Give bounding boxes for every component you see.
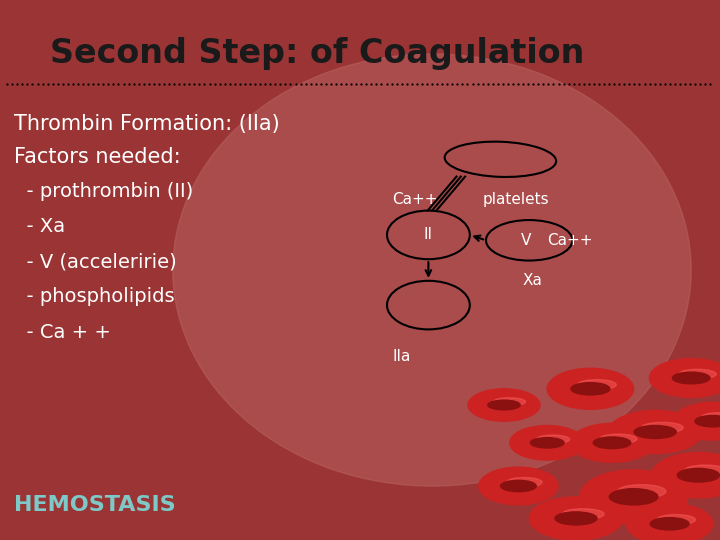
Ellipse shape: [657, 515, 696, 525]
Text: - Xa: - Xa: [14, 217, 66, 237]
Text: - phospholipids: - phospholipids: [14, 287, 175, 307]
Ellipse shape: [634, 426, 676, 438]
Text: platelets: platelets: [482, 192, 549, 207]
Text: V: V: [521, 233, 531, 248]
Text: Ca++: Ca++: [392, 192, 438, 207]
Text: Ca++: Ca++: [547, 233, 593, 248]
Ellipse shape: [529, 497, 623, 540]
Ellipse shape: [577, 380, 616, 390]
Ellipse shape: [555, 512, 597, 525]
Ellipse shape: [547, 368, 634, 409]
Ellipse shape: [570, 423, 654, 462]
Ellipse shape: [580, 470, 688, 524]
Ellipse shape: [672, 372, 710, 384]
Ellipse shape: [679, 369, 716, 379]
Ellipse shape: [701, 413, 720, 422]
Ellipse shape: [531, 437, 564, 448]
Text: Xa: Xa: [523, 273, 543, 288]
Ellipse shape: [652, 453, 720, 498]
Ellipse shape: [650, 518, 689, 530]
Text: - prothrombin (II): - prothrombin (II): [14, 182, 194, 201]
Text: - V (acceleririe): - V (acceleririe): [14, 252, 177, 272]
Ellipse shape: [684, 465, 720, 476]
Ellipse shape: [510, 426, 585, 460]
Ellipse shape: [626, 503, 713, 540]
Ellipse shape: [678, 468, 719, 482]
Text: II: II: [423, 227, 432, 242]
Ellipse shape: [673, 402, 720, 440]
Ellipse shape: [593, 437, 631, 449]
Text: HEMOSTASIS: HEMOSTASIS: [14, 495, 176, 515]
Ellipse shape: [642, 422, 683, 433]
Text: - Ca + +: - Ca + +: [14, 322, 112, 342]
Ellipse shape: [506, 477, 542, 487]
Ellipse shape: [608, 410, 702, 454]
Ellipse shape: [493, 397, 526, 406]
Text: Thrombin Formation: (IIa): Thrombin Formation: (IIa): [14, 114, 280, 134]
Ellipse shape: [571, 383, 610, 395]
Ellipse shape: [173, 54, 691, 486]
Ellipse shape: [609, 489, 658, 505]
Ellipse shape: [649, 359, 720, 397]
Ellipse shape: [536, 435, 570, 444]
Text: IIa: IIa: [392, 349, 411, 364]
Ellipse shape: [468, 389, 540, 421]
Ellipse shape: [695, 416, 720, 427]
Text: Factors needed:: Factors needed:: [14, 146, 181, 167]
Ellipse shape: [488, 400, 520, 410]
Ellipse shape: [618, 485, 666, 498]
Ellipse shape: [479, 467, 558, 505]
Text: Second Step: of Coagulation: Second Step: of Coagulation: [50, 37, 585, 71]
Ellipse shape: [600, 434, 637, 444]
Ellipse shape: [562, 509, 604, 519]
Ellipse shape: [500, 481, 536, 491]
